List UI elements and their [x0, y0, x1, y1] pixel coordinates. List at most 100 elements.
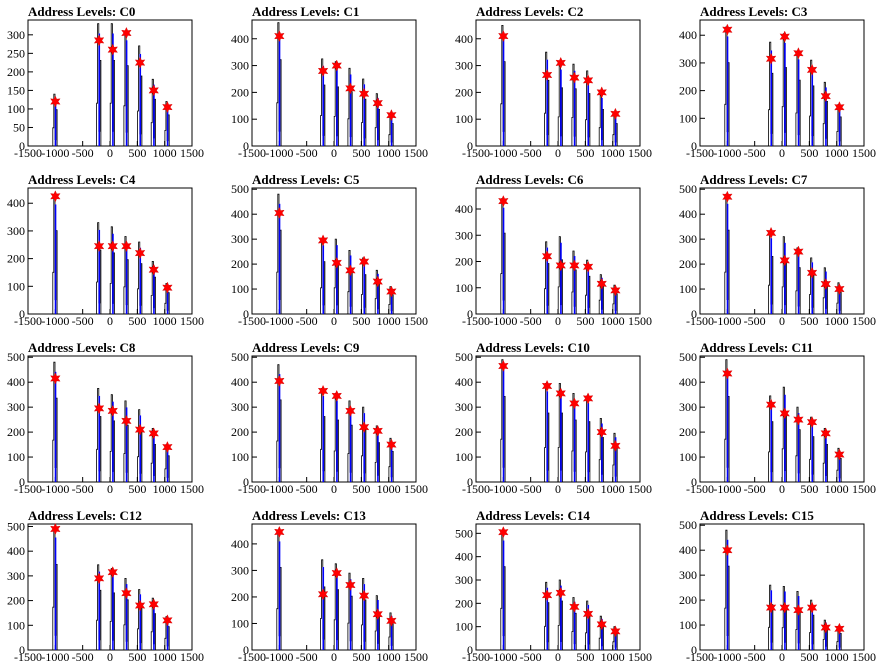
panel-plot: 0 100 200 300 400 500 -1500 -1000 -500 0 500 1000 15…: [679, 518, 876, 664]
x-tick-label: -1500: [686, 482, 714, 496]
bar: [278, 374, 281, 482]
bar: [614, 287, 617, 314]
bar: [390, 615, 393, 650]
star-marker: [134, 247, 146, 260]
x-tick-label: 1000: [153, 482, 177, 496]
bar: [125, 584, 128, 650]
panel-title: Address Levels: C0: [28, 4, 136, 19]
y-tick-label: 100: [455, 112, 473, 126]
star-marker: [498, 526, 509, 539]
y-tick-label: 0: [691, 139, 697, 153]
x-tick-label: 1500: [852, 650, 876, 664]
chart-panel-c13: Address Levels: C13 0 100 200 300 400 -1500 -10…: [224, 504, 448, 672]
bar: [784, 394, 786, 482]
star-marker: [50, 190, 61, 203]
y-tick-label: 100: [679, 618, 697, 632]
star-marker: [779, 254, 790, 267]
star-marker: [317, 234, 329, 247]
x-tick-label: 500: [352, 482, 370, 496]
y-tick-label: 400: [231, 375, 249, 389]
x-tick-label: 500: [576, 650, 594, 664]
y-tick-label: 200: [231, 85, 249, 99]
bar: [54, 537, 57, 650]
y-tick-label: 200: [7, 252, 25, 266]
x-tick-label: 1000: [377, 314, 401, 328]
x-tick-label: -1500: [238, 482, 266, 496]
bar: [797, 596, 800, 650]
panel-plot: 0 100 200 300 400 500 -1500 -1000 -500 0 500 1000 15…: [455, 523, 652, 664]
bar: [726, 539, 729, 650]
y-tick-label: 200: [455, 596, 473, 610]
y-tick-label: 400: [679, 375, 697, 389]
y-tick-label: 500: [455, 526, 473, 540]
bar: [349, 74, 352, 146]
star-marker: [820, 278, 831, 291]
bar: [784, 242, 786, 314]
x-tick-label: 500: [800, 650, 818, 664]
star-marker: [765, 52, 777, 65]
chart-panel-c5: Address Levels: C5 0 100 200 300 400 500 -1500-…: [224, 168, 448, 336]
y-tick-label: 200: [455, 85, 473, 99]
x-tick-label: 500: [352, 146, 370, 160]
x-tick-label: 500: [800, 482, 818, 496]
bar: [726, 203, 729, 314]
x-tick-label: 0: [331, 482, 337, 496]
panel-title: Address Levels: C5: [252, 172, 360, 187]
y-tick-label: 100: [455, 620, 473, 634]
star-marker: [107, 566, 118, 579]
x-tick-label: -1500: [686, 146, 714, 160]
x-tick-label: -500: [296, 482, 318, 496]
bar: [377, 97, 379, 146]
bar: [322, 65, 325, 146]
x-tick-label: 0: [107, 146, 113, 160]
y-tick-label: 500: [7, 350, 25, 364]
x-tick-label: 1000: [825, 650, 849, 664]
star-marker: [148, 84, 159, 97]
bar: [278, 203, 281, 314]
x-tick-label: 1500: [180, 146, 204, 160]
star-marker: [806, 63, 818, 76]
y-tick-label: 500: [679, 518, 697, 532]
y-tick-label: 300: [7, 400, 25, 414]
star-marker: [274, 30, 285, 43]
x-tick-label: -500: [520, 482, 542, 496]
chart-panel-c0: Address Levels: C0 0 50 100 150 200 250 300 -150…: [0, 0, 224, 168]
bar: [98, 395, 101, 482]
y-tick-label: 0: [467, 643, 473, 657]
star-marker: [555, 586, 566, 599]
bar: [125, 40, 128, 146]
x-tick-label: -1000: [265, 314, 293, 328]
x-tick-label: 1500: [404, 146, 428, 160]
y-tick-label: 200: [455, 425, 473, 439]
bar: [573, 70, 576, 146]
x-tick-label: 1000: [153, 314, 177, 328]
star-marker: [358, 589, 370, 602]
panel-title: Address Levels: C4: [28, 172, 136, 187]
y-tick-label: 400: [7, 375, 25, 389]
x-tick-label: -1500: [238, 314, 266, 328]
x-tick-label: 500: [576, 146, 594, 160]
x-tick-label: -500: [520, 146, 542, 160]
star-marker: [765, 226, 777, 239]
y-tick-label: 300: [679, 56, 697, 70]
bar: [811, 604, 814, 650]
panel-title: Address Levels: C13: [252, 508, 366, 523]
x-tick-label: 0: [331, 650, 337, 664]
y-tick-label: 400: [455, 375, 473, 389]
star-marker: [121, 26, 132, 39]
y-tick-label: 500: [231, 182, 249, 196]
bar: [112, 574, 114, 650]
bar: [377, 430, 379, 482]
star-marker: [582, 260, 594, 273]
star-marker: [358, 87, 370, 100]
panel-plot: 0 100 200 300 400 500 -1500 -1000 -500 0 500 1000 15…: [231, 182, 428, 328]
bar: [98, 33, 101, 146]
y-tick-label: 0: [691, 475, 697, 489]
bar: [502, 369, 505, 482]
bar: [322, 567, 325, 650]
bar: [811, 67, 814, 146]
y-tick-label: 300: [455, 400, 473, 414]
x-tick-label: -500: [744, 314, 766, 328]
star-marker: [541, 589, 553, 602]
